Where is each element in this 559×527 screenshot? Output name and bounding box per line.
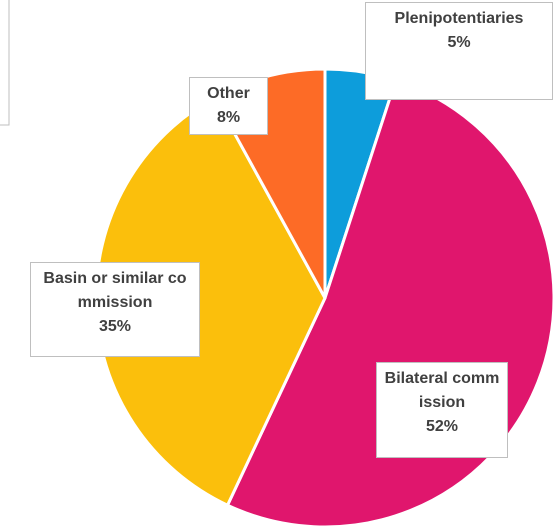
category-label: Other <box>207 85 250 102</box>
category-label: Bilateral commission <box>384 370 500 411</box>
data-label: Basin or similar commission 35% <box>30 262 200 357</box>
value-label: 52% <box>425 418 459 435</box>
value-label: 5% <box>447 34 471 51</box>
value-label: 35% <box>98 318 132 335</box>
category-label: Basin or similar commission <box>43 270 187 311</box>
data-label: Other 8% <box>189 77 268 135</box>
value-label: 8% <box>216 109 241 126</box>
legend-box <box>0 0 10 126</box>
data-label: Bilateral commission 52% <box>376 362 508 458</box>
data-label: Plenipotentiaries 5% <box>365 2 553 100</box>
category-label: Plenipotentiaries <box>394 10 524 27</box>
